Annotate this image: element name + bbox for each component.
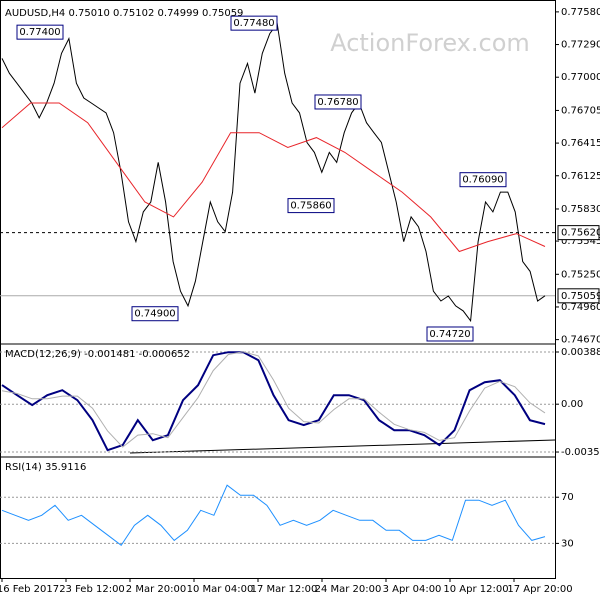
x-tick-label: 2 Mar 20:00 — [126, 584, 186, 595]
series-line — [1, 102, 546, 253]
y-tick-label: 0.75830 — [561, 204, 600, 215]
level-label-box — [557, 288, 600, 304]
x-tick-label: 16 Feb 2017 — [0, 584, 59, 595]
panel-title: MACD(12,26,9) -0.001481 -0.000652 — [5, 349, 190, 360]
annotation-label: 0.74900 — [134, 309, 175, 320]
level-label: 0.75620 — [561, 228, 600, 239]
plot-frame — [0, 0, 556, 579]
x-tick-label: 10 Mar 04:00 — [187, 584, 254, 595]
y-tick-label: 0.74960 — [561, 302, 600, 313]
x-tick-label: 23 Feb 12:00 — [59, 584, 125, 595]
y-tick-label: 0.75545 — [561, 236, 600, 247]
annotation-label: 0.77480 — [233, 18, 274, 29]
watermark: ActionForex.com — [330, 29, 530, 57]
y-tick-label: 0.00 — [561, 399, 583, 410]
y-tick-label: 30 — [561, 538, 574, 549]
annotation-label: 0.74720 — [429, 329, 470, 340]
x-tick-label: 10 Apr 12:00 — [443, 584, 508, 595]
y-tick-label: 0.003888 — [561, 347, 600, 358]
annotation-box — [230, 15, 278, 31]
annotation-label: 0.77400 — [19, 27, 60, 38]
x-tick-label: 24 Mar 20:00 — [315, 584, 382, 595]
y-tick-label: 0.76415 — [561, 138, 600, 149]
panel-title: RSI(14) 35.9116 — [5, 462, 86, 473]
trend-line — [129, 439, 556, 454]
y-tick-label: 0.77000 — [561, 72, 600, 83]
y-tick-label: 0.77290 — [561, 40, 600, 51]
panel-title: AUDUSD,H4 0.75010 0.75102 0.74999 0.7505… — [5, 8, 243, 19]
y-tick-label: 0.76125 — [561, 171, 600, 182]
annotation-box — [287, 198, 335, 214]
y-tick-label: 0.77580 — [561, 7, 600, 18]
annotation-box — [426, 326, 474, 342]
annotation-box — [314, 94, 362, 110]
y-tick-label: 0.76705 — [561, 105, 600, 116]
x-tick-label: 17 Apr 20:00 — [507, 584, 572, 595]
annotation-label: 0.76090 — [462, 175, 503, 186]
annotation-label: 0.75860 — [290, 201, 331, 212]
x-tick-label: 17 Mar 12:00 — [251, 584, 318, 595]
y-tick-label: -0.003564 — [561, 447, 600, 458]
annotation-box — [16, 24, 64, 40]
series-line — [1, 351, 546, 448]
annotation-box — [459, 172, 507, 188]
y-tick-label: 0.75250 — [561, 269, 600, 280]
y-tick-label: 70 — [561, 492, 574, 503]
annotation-box — [131, 306, 179, 322]
series-line — [1, 484, 546, 547]
x-tick-label: 3 Apr 04:00 — [383, 584, 442, 595]
level-label: 0.75059 — [561, 291, 600, 302]
y-tick-label: 0.74670 — [561, 335, 600, 346]
level-label-box — [557, 225, 600, 241]
annotation-label: 0.76780 — [317, 97, 358, 108]
series-line — [1, 351, 546, 452]
